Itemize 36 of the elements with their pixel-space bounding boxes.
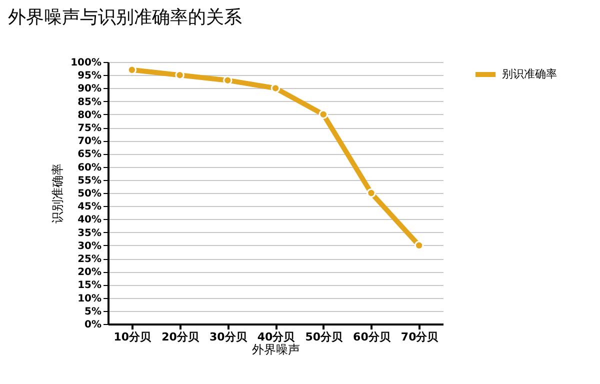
point bbox=[270, 84, 280, 93]
y-tick-label: 30% bbox=[78, 240, 102, 252]
y-tick-label: 20% bbox=[78, 267, 102, 278]
x-tick-label: 60分贝 bbox=[353, 330, 392, 344]
x-tick-label: 10分贝 bbox=[114, 330, 152, 344]
y-tick-label: 90% bbox=[78, 84, 102, 95]
y-tick-label: 35% bbox=[78, 228, 102, 239]
y-tick-label: 0% bbox=[84, 320, 102, 330]
y-tick-label: 25% bbox=[78, 254, 102, 265]
x-tick-label: 70分贝 bbox=[400, 330, 440, 344]
y-tick-label: 55% bbox=[78, 175, 102, 186]
legend-label: 别识准确率 bbox=[502, 68, 557, 80]
y-axis-title: 识别准确率 bbox=[50, 164, 65, 224]
chart-title: 外界噪声与识别准确率的关系 bbox=[8, 7, 242, 28]
point bbox=[366, 188, 376, 198]
y-tick-label: 75% bbox=[78, 123, 102, 134]
y-tick-label: 15% bbox=[78, 280, 102, 292]
y-tick-label: 50% bbox=[78, 188, 102, 200]
y-tick-label: 70% bbox=[78, 136, 102, 148]
x-tick-label: 30分贝 bbox=[209, 330, 248, 344]
y-tick-label: 65% bbox=[78, 149, 102, 160]
y-tick-label: 60% bbox=[78, 162, 102, 174]
point bbox=[318, 110, 328, 120]
y-tick-label: 40% bbox=[78, 214, 102, 226]
x-tick-label: 40分贝 bbox=[257, 330, 296, 344]
y-tick-label: 5% bbox=[84, 306, 102, 318]
y-tick-label: 80% bbox=[78, 110, 102, 121]
x-axis-title: 外界噪声 bbox=[252, 342, 300, 356]
y-tick-label: 10% bbox=[78, 293, 102, 304]
point bbox=[127, 65, 137, 74]
y-tick-label: 100% bbox=[70, 58, 102, 68]
y-tick-label: 85% bbox=[78, 96, 102, 108]
y-tick-label: 95% bbox=[78, 70, 102, 82]
x-tick-label: 50分贝 bbox=[305, 330, 344, 344]
x-tick-label: 20分贝 bbox=[162, 330, 200, 344]
y-tick-label: 45% bbox=[78, 202, 102, 213]
